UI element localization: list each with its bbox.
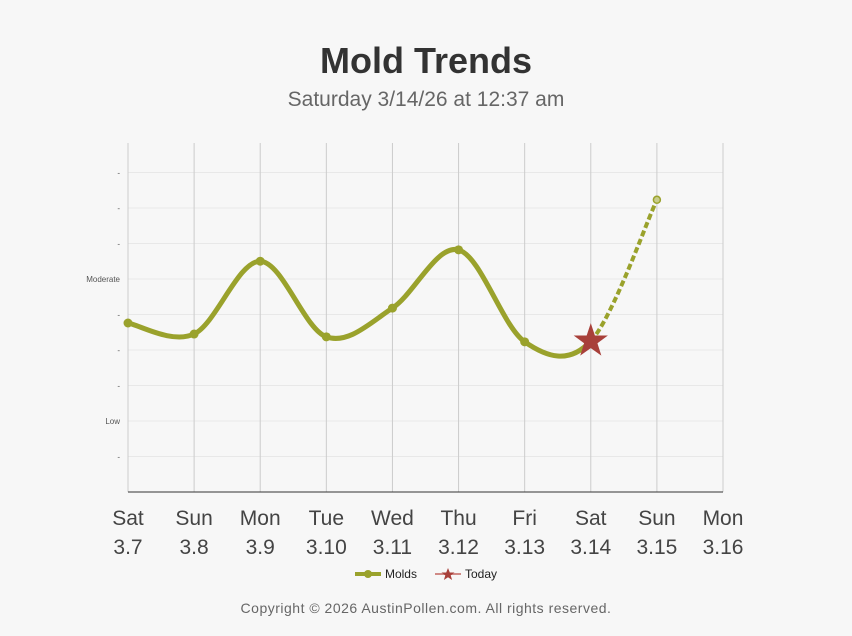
x-tick-date: 3.15	[636, 536, 677, 559]
y-tick-label: Moderate	[86, 275, 120, 284]
x-tick-day: Fri	[512, 507, 537, 530]
x-tick-date: 3.13	[504, 536, 545, 559]
x-tick-day: Wed	[371, 507, 414, 530]
x-tick-day: Mon	[240, 507, 281, 530]
x-tick-date: 3.14	[570, 536, 611, 559]
series-line-forecast	[589, 198, 659, 343]
legend-line-icon	[354, 570, 381, 578]
x-tick-day: Sat	[575, 507, 607, 530]
series-line-molds	[127, 247, 593, 359]
y-tick-label: Low	[105, 417, 120, 426]
x-tick-day: Sat	[112, 507, 144, 530]
data-point	[387, 303, 397, 313]
x-tick-day: Sun	[638, 507, 675, 530]
x-tick-date: 3.10	[306, 536, 347, 559]
x-tick-date: 3.7	[113, 536, 142, 559]
y-tick-label: -	[117, 452, 120, 461]
data-point	[520, 337, 530, 347]
forecast-point	[652, 195, 662, 205]
data-point	[321, 332, 331, 342]
data-point	[123, 318, 133, 328]
legend-label: Molds	[384, 567, 417, 581]
legend-item-molds[interactable]: Molds	[354, 567, 417, 581]
legend: Molds Today	[0, 567, 852, 581]
y-tick-label: -	[117, 239, 120, 248]
chart-title: Mold Trends	[319, 40, 532, 81]
data-point	[454, 245, 464, 255]
y-tick-label: -	[117, 310, 120, 319]
x-tick-day: Tue	[309, 507, 344, 530]
x-tick-date: 3.12	[438, 536, 479, 559]
y-tick-label: -	[117, 204, 120, 213]
x-tick-day: Sun	[175, 507, 212, 530]
x-tick-date: 3.16	[703, 536, 744, 559]
today-star-marker	[573, 323, 608, 356]
x-tick-day: Thu	[440, 507, 476, 530]
legend-label: Today	[464, 567, 498, 581]
star-icon	[434, 568, 461, 580]
chart-subtitle: Saturday 3/14/26 at 12:37 am	[287, 88, 565, 111]
x-tick-day: Mon	[703, 507, 744, 530]
x-tick-date: 3.9	[246, 536, 275, 559]
data-point	[189, 329, 199, 339]
copyright: Copyright © 2026 AustinPollen.com. All r…	[240, 600, 612, 616]
data-point	[255, 256, 265, 266]
y-tick-label: -	[117, 346, 120, 355]
y-tick-label: -	[117, 381, 120, 390]
x-tick-date: 3.8	[180, 536, 209, 559]
x-tick-date: 3.11	[373, 536, 412, 559]
legend-item-today[interactable]: Today	[434, 567, 498, 581]
y-tick-label: -	[117, 168, 120, 177]
